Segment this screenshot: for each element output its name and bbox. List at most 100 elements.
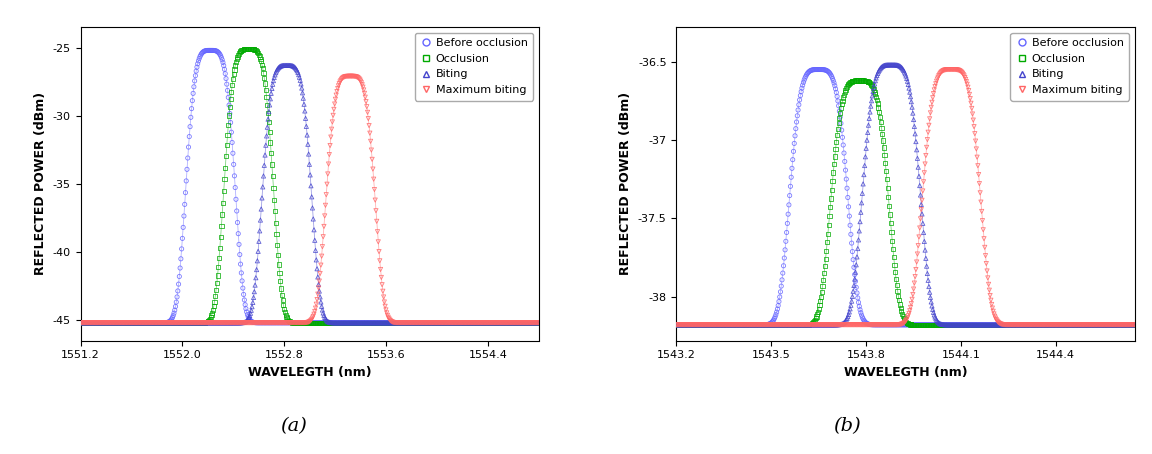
Point: [212, 52, 230, 59]
Point: [1053, 321, 1071, 328]
Point: [694, 321, 712, 328]
Point: [415, 319, 433, 326]
Point: [900, 321, 918, 328]
Point: [954, 321, 972, 328]
Point: [403, 319, 422, 326]
Point: [419, 319, 438, 326]
Point: [788, 321, 806, 328]
Point: [677, 321, 696, 328]
Point: [112, 319, 130, 326]
Point: [485, 319, 503, 326]
Point: [346, 319, 364, 326]
Point: [408, 319, 426, 326]
Point: [187, 319, 205, 326]
Point: [1069, 321, 1087, 328]
Point: [1040, 321, 1059, 328]
Point: [852, 311, 871, 319]
Point: [302, 319, 320, 326]
Point: [380, 315, 399, 322]
Point: [741, 321, 759, 328]
Point: [308, 256, 326, 263]
Point: [187, 319, 205, 326]
Point: [1101, 321, 1120, 328]
Point: [473, 319, 492, 326]
Point: [116, 319, 135, 326]
Point: [696, 321, 714, 328]
Point: [487, 319, 506, 326]
Point: [728, 321, 746, 328]
Point: [691, 321, 710, 328]
Point: [838, 83, 856, 90]
Point: [1060, 321, 1078, 328]
Point: [874, 144, 893, 151]
Point: [223, 81, 242, 89]
Point: [341, 319, 359, 326]
Point: [406, 319, 424, 326]
Point: [275, 319, 294, 326]
Point: [992, 321, 1010, 328]
Point: [422, 319, 440, 326]
Point: [901, 321, 919, 328]
Point: [232, 261, 250, 268]
Point: [517, 319, 536, 326]
Point: [798, 69, 817, 76]
Point: [876, 321, 894, 328]
Point: [931, 70, 949, 78]
Point: [705, 321, 723, 328]
Point: [707, 321, 726, 328]
Point: [829, 102, 848, 109]
Point: [499, 319, 517, 326]
Point: [376, 319, 394, 326]
Point: [790, 96, 809, 104]
Point: [955, 321, 973, 328]
Point: [77, 319, 96, 326]
Point: [77, 319, 96, 326]
Point: [814, 270, 833, 277]
Point: [950, 67, 969, 74]
Point: [1090, 321, 1108, 328]
Point: [389, 319, 408, 326]
Point: [227, 56, 245, 63]
Point: [164, 319, 182, 326]
Point: [1123, 321, 1142, 328]
Point: [1054, 321, 1073, 328]
Point: [78, 319, 97, 326]
Point: [198, 319, 217, 326]
Point: [861, 321, 879, 328]
Point: [418, 319, 437, 326]
Point: [1115, 321, 1134, 328]
Point: [129, 319, 147, 326]
Point: [1124, 321, 1143, 328]
Point: [257, 93, 275, 100]
Point: [387, 319, 406, 326]
Point: [984, 321, 1002, 328]
Point: [963, 321, 982, 328]
Point: [889, 321, 908, 328]
Point: [1064, 321, 1083, 328]
Point: [219, 121, 237, 128]
Point: [879, 193, 897, 200]
Point: [1058, 321, 1076, 328]
Point: [167, 319, 185, 326]
Point: [362, 319, 380, 326]
Point: [385, 319, 403, 326]
Point: [432, 319, 450, 326]
Point: [680, 321, 698, 328]
Point: [937, 66, 955, 74]
Point: [235, 319, 253, 326]
Point: [809, 321, 827, 328]
Point: [985, 321, 1003, 328]
Point: [1066, 321, 1084, 328]
Point: [289, 69, 308, 76]
Point: [406, 319, 424, 326]
Point: [840, 321, 858, 328]
Point: [999, 321, 1017, 328]
Point: [908, 258, 926, 266]
Point: [131, 319, 150, 326]
Point: [175, 319, 194, 326]
Point: [922, 104, 940, 111]
Point: [811, 66, 829, 73]
Point: [324, 319, 342, 326]
Point: [283, 319, 302, 326]
Point: [475, 319, 493, 326]
